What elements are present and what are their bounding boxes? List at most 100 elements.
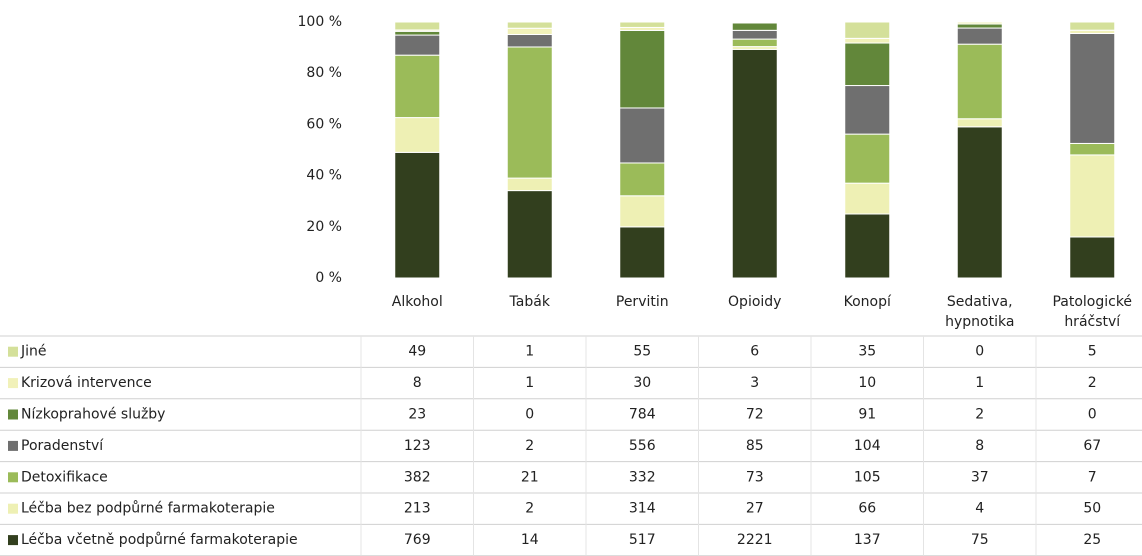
x-tick-label: Pervitin: [615, 294, 669, 310]
bar-segment: [956, 126, 1003, 279]
x-tick-label: Tabák: [509, 294, 550, 310]
table-cell: 123: [404, 438, 431, 454]
bar-segment: [844, 42, 891, 87]
bar-segment: [394, 21, 441, 31]
table-cell: 104: [854, 438, 881, 454]
table-cell: 10: [858, 375, 876, 391]
x-tick-label: Alkohol: [391, 294, 443, 310]
table-cell: 55: [633, 344, 651, 360]
x-tick-label: Konopí: [843, 294, 891, 310]
table-cell: 784: [629, 407, 656, 423]
table-cell: 35: [858, 344, 876, 360]
bar-segment: [731, 29, 778, 40]
bar-segment: [956, 27, 1003, 45]
table-cell: 49: [408, 344, 426, 360]
bar-segment: [506, 177, 553, 192]
table-cell: 382: [404, 469, 431, 485]
table-cell: 67: [1083, 438, 1101, 454]
table-cell: 2: [525, 438, 534, 454]
bar-segment: [731, 48, 778, 279]
table-cell: 314: [629, 501, 656, 517]
table-cell: 0: [1088, 407, 1097, 423]
table-cell: 14: [521, 532, 539, 548]
bar-segment: [619, 195, 666, 228]
table-cell: 556: [629, 438, 656, 454]
table-cell: 2: [1088, 375, 1097, 391]
legend-label: Nízkoprahové služby: [21, 407, 165, 423]
bar-segment: [956, 43, 1003, 120]
table-cell: 50: [1083, 501, 1101, 517]
legend-swatch: [8, 535, 18, 546]
bar-segment: [844, 182, 891, 215]
table-cell: 66: [858, 501, 876, 517]
y-tick-label: 40 %: [306, 168, 342, 184]
bar-segment: [394, 117, 441, 153]
table-cell: 2: [975, 407, 984, 423]
bar-segment: [506, 33, 553, 48]
legend-swatch: [8, 346, 18, 357]
bar-segment: [619, 107, 666, 164]
bar-segment: [1069, 236, 1116, 279]
bar-segment: [844, 133, 891, 184]
legend-swatch: [8, 409, 18, 420]
bar-segment: [619, 162, 666, 197]
table-cell: 332: [629, 469, 656, 485]
bar-segment: [1069, 154, 1116, 238]
table-cell: 213: [404, 501, 431, 517]
x-tick-label: Opioidy: [728, 294, 782, 310]
table-cell: 5: [1088, 344, 1097, 360]
legend-label: Krizová intervence: [21, 375, 152, 391]
table-cell: 4: [975, 501, 984, 517]
table-cell: 3: [750, 375, 759, 391]
bar-segment: [506, 190, 553, 279]
table-cell: 91: [858, 407, 876, 423]
table-cell: 75: [971, 532, 989, 548]
bar-segment: [731, 22, 778, 31]
legend-label: Detoxifikace: [21, 469, 108, 485]
bar-segment: [394, 34, 441, 56]
table-cell: 137: [854, 532, 881, 548]
table-cell: 105: [854, 469, 881, 485]
legend-label: Léčba včetně podpůrné farmakoterapie: [21, 532, 298, 548]
table-cell: 73: [746, 469, 764, 485]
table-cell: 8: [975, 438, 984, 454]
y-tick-label: 0 %: [315, 270, 342, 286]
legend-swatch: [8, 378, 18, 389]
bar-segment: [619, 29, 666, 109]
bar-segment: [844, 37, 891, 44]
table-cell: 0: [975, 344, 984, 360]
table-cell: 6: [750, 344, 759, 360]
bar-segment: [1069, 142, 1116, 156]
x-tick-label: Sedativa, hypnotika: [945, 294, 1015, 330]
bar-segment: [956, 23, 1003, 29]
bar-segment: [731, 38, 778, 48]
table-cell: 1: [525, 344, 534, 360]
x-tick-label: Patologické hráčství: [1052, 294, 1133, 330]
bar-segment: [394, 30, 441, 36]
table-cell: 21: [521, 469, 539, 485]
legend-swatch: [8, 472, 18, 483]
table-cell: 85: [746, 438, 764, 454]
table-cell: 517: [629, 532, 656, 548]
table-cell: 8: [413, 375, 422, 391]
table-cell: 7: [1088, 469, 1097, 485]
legend-label: Léčba bez podpůrné farmakoterapie: [21, 501, 275, 517]
legend-swatch: [8, 440, 18, 451]
bar-segment: [506, 46, 553, 179]
bar-segment: [844, 85, 891, 135]
bar-segment: [506, 27, 553, 35]
y-tick-label: 60 %: [306, 116, 342, 132]
table-cell: 1: [525, 375, 534, 391]
table-cell: 2: [525, 501, 534, 517]
table-cell: 72: [746, 407, 764, 423]
bar-segment: [619, 226, 666, 279]
bar-segment: [956, 21, 1003, 25]
bar-segment: [619, 21, 666, 28]
table-cell: 27: [746, 501, 764, 517]
bar-segment: [844, 213, 891, 279]
table-cell: 769: [404, 532, 431, 548]
table-cell: 1: [975, 375, 984, 391]
bar-segment: [506, 21, 553, 29]
